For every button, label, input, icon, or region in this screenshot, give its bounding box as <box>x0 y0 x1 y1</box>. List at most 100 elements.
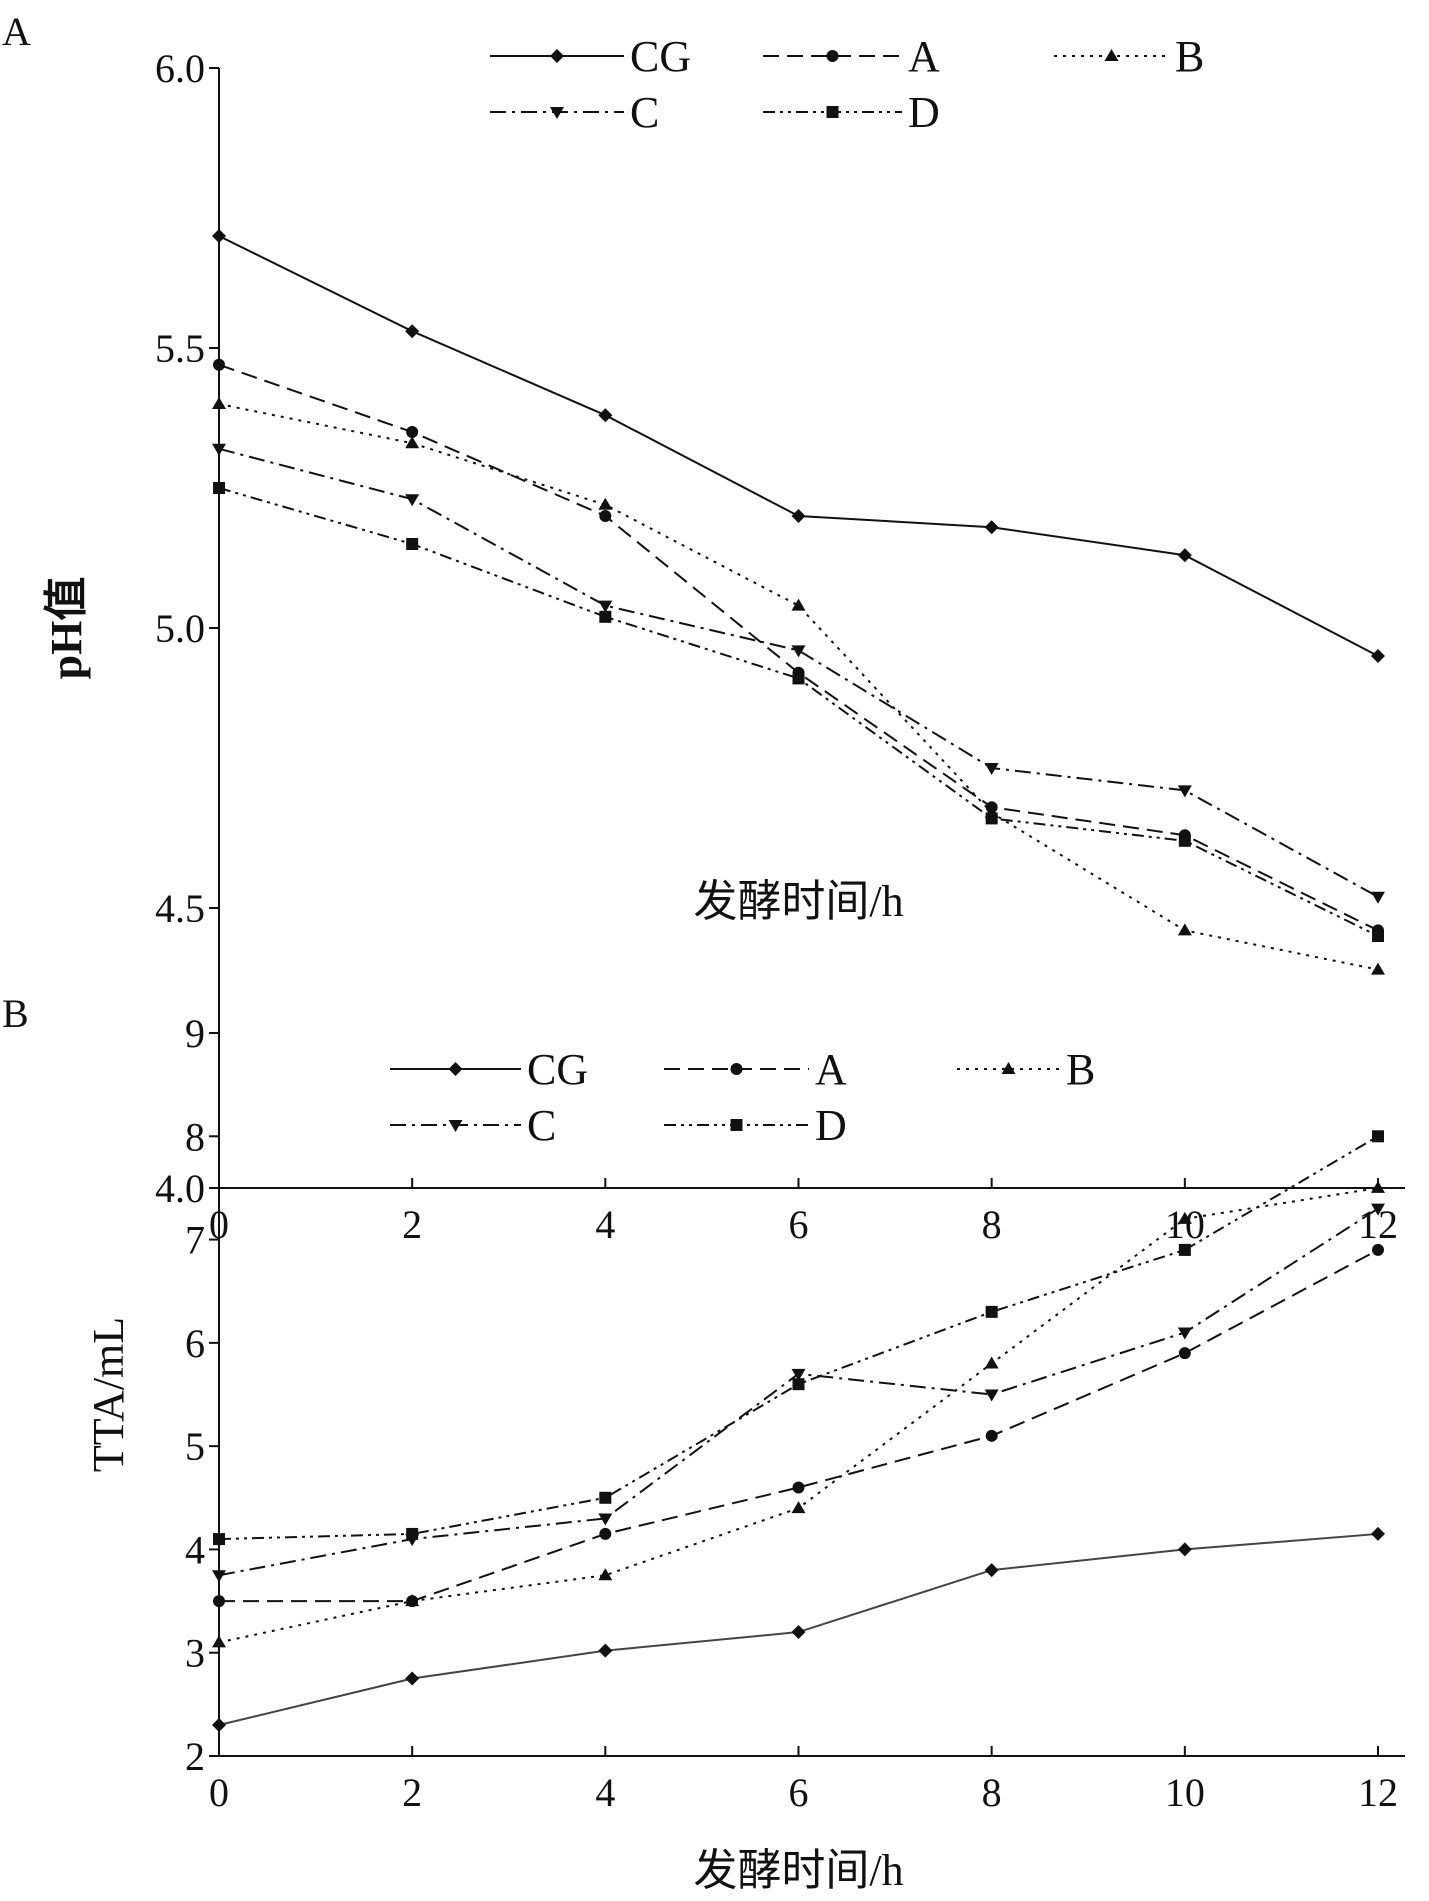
legend-marker <box>448 1062 463 1076</box>
data-point <box>212 229 226 243</box>
data-point <box>1371 1526 1385 1541</box>
data-point <box>1371 891 1385 904</box>
panel-label-a: A <box>2 9 31 54</box>
series-line <box>218 1135 1379 1541</box>
legend-item-d: D <box>763 88 940 137</box>
series-b <box>212 397 1385 975</box>
legend-item-c: C <box>490 88 659 137</box>
x-axis-label: 发酵时间/h <box>693 877 903 926</box>
legend-marker <box>826 106 839 118</box>
x-tick-label: 12 <box>1358 1770 1398 1815</box>
data-point <box>985 1429 998 1442</box>
data-point <box>1372 930 1384 942</box>
data-point <box>791 598 806 611</box>
y-tick-label: 3 <box>185 1631 205 1676</box>
legend-item-cg: CG <box>390 1045 588 1094</box>
series-line <box>218 1186 1379 1644</box>
data-point <box>984 1356 999 1369</box>
series-line <box>218 487 1379 937</box>
data-point <box>213 482 225 494</box>
x-tick-label: 6 <box>789 1202 809 1247</box>
legend-item-a: A <box>763 32 940 81</box>
legend-item-c: C <box>390 1101 556 1150</box>
legend-marker <box>448 1120 463 1132</box>
legend-marker <box>550 107 564 119</box>
legend-label: A <box>908 32 940 81</box>
data-point <box>598 1568 613 1581</box>
series-d <box>213 1130 1384 1546</box>
data-point <box>792 672 805 685</box>
data-point <box>212 443 226 456</box>
series-c <box>212 443 1385 904</box>
data-point <box>1371 1180 1385 1193</box>
data-point <box>1177 1542 1192 1557</box>
data-point <box>1177 785 1192 798</box>
series-c <box>212 1203 1385 1583</box>
x-tick-label: 4 <box>595 1202 615 1247</box>
legend-label: D <box>815 1101 847 1150</box>
legend-label: B <box>1066 1045 1095 1094</box>
data-point <box>1178 834 1191 847</box>
legend-label: CG <box>527 1045 588 1094</box>
y-tick-label: 9 <box>185 1011 205 1056</box>
data-point <box>406 538 419 550</box>
x-tick-label: 8 <box>982 1202 1002 1247</box>
data-point <box>791 509 806 523</box>
data-point <box>985 812 998 825</box>
y-tick-label: 2 <box>185 1734 205 1779</box>
legend-marker <box>730 1119 743 1131</box>
data-point <box>598 408 613 423</box>
x-tick-label: 10 <box>1165 1202 1205 1247</box>
legend-label: D <box>908 88 940 137</box>
legend-marker <box>826 50 839 62</box>
data-point <box>984 763 999 775</box>
legend-marker <box>1104 49 1119 61</box>
data-point <box>984 520 999 535</box>
series-cg <box>212 229 1385 663</box>
x-tick-label: 2 <box>402 1770 422 1815</box>
data-point <box>213 1595 225 1608</box>
data-point <box>599 510 612 522</box>
y-tick-label: 7 <box>185 1218 205 1263</box>
data-point <box>406 1527 419 1540</box>
data-point <box>213 358 225 371</box>
data-point <box>792 1378 805 1391</box>
data-point <box>791 1501 806 1514</box>
y-tick-label: 5 <box>185 1424 205 1469</box>
legend-label: C <box>527 1101 556 1150</box>
data-point <box>791 645 806 658</box>
x-axis-label: 发酵时间/h <box>693 1846 903 1895</box>
data-point <box>406 426 419 438</box>
data-point <box>213 1533 225 1546</box>
x-tick-label: 8 <box>982 1770 1002 1815</box>
data-point <box>405 1594 420 1607</box>
y-tick-label: 6.0 <box>155 46 205 91</box>
y-axis-label: pH值 <box>42 577 91 680</box>
data-point <box>1372 1130 1384 1143</box>
y-tick-label: 6 <box>185 1321 205 1366</box>
x-tick-label: 2 <box>402 1202 422 1247</box>
legend-item-cg: CG <box>490 32 691 81</box>
legend-label: CG <box>630 32 691 81</box>
x-tick-label: 10 <box>1165 1770 1205 1815</box>
data-point <box>212 1718 226 1733</box>
data-point <box>1372 1243 1384 1256</box>
y-tick-label: 5.5 <box>155 326 205 371</box>
y-tick-label: 8 <box>185 1114 205 1159</box>
data-point <box>1177 1327 1192 1340</box>
data-point <box>598 497 613 510</box>
series-d <box>213 482 1384 942</box>
panel-label-b: B <box>2 991 29 1036</box>
legend-item-d: D <box>664 1101 847 1150</box>
legend-item-b: B <box>957 1045 1095 1094</box>
data-point <box>212 397 226 409</box>
y-tick-label: 4.0 <box>155 1166 205 1211</box>
y-tick-label: 4.5 <box>155 886 205 931</box>
data-point <box>212 1635 226 1648</box>
legend-marker <box>550 49 564 63</box>
data-point <box>599 1527 612 1540</box>
data-point <box>791 1368 806 1381</box>
